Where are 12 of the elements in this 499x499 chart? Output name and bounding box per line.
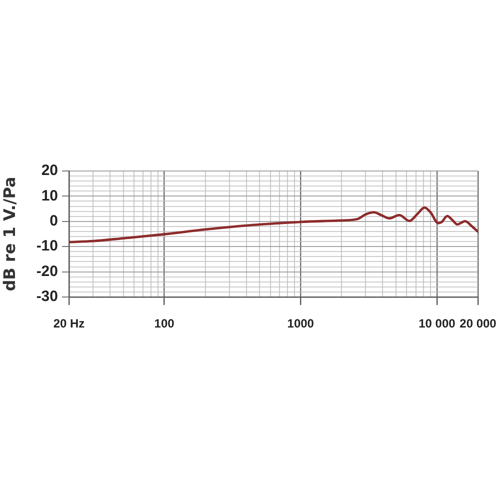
x-tick-label: 100 bbox=[154, 316, 175, 331]
y-tick-label: 0 bbox=[50, 212, 58, 230]
x-tick-label: 20 000 bbox=[460, 316, 497, 331]
y-axis-title: dB re 1 V./Pa bbox=[0, 176, 19, 292]
y-tick-label: -10 bbox=[36, 238, 58, 255]
y-tick-label: 20 bbox=[41, 162, 58, 180]
x-tick-label: 1000 bbox=[287, 316, 314, 331]
y-tick-label: 10 bbox=[41, 187, 58, 204]
y-tick-label: -20 bbox=[36, 262, 58, 280]
x-tick-label: 10 000 bbox=[418, 316, 456, 331]
x-tick-label: 20 Hz bbox=[53, 316, 85, 331]
y-tick-label: -30 bbox=[36, 288, 58, 306]
